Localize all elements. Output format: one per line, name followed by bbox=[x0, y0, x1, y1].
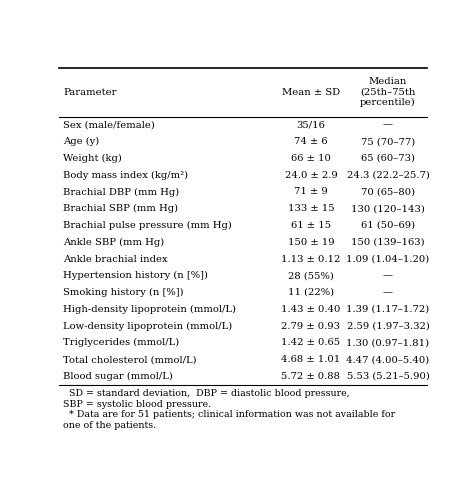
Text: 2.59 (1.97–3.32): 2.59 (1.97–3.32) bbox=[346, 321, 429, 331]
Text: Weight (kg): Weight (kg) bbox=[63, 154, 122, 163]
Text: 11 (22%): 11 (22%) bbox=[288, 288, 334, 297]
Text: Hypertension history (n [%]): Hypertension history (n [%]) bbox=[63, 271, 208, 281]
Text: Ankle SBP (mm Hg): Ankle SBP (mm Hg) bbox=[63, 238, 164, 247]
Text: 24.3 (22.2–25.7): 24.3 (22.2–25.7) bbox=[346, 171, 429, 180]
Text: SD = standard deviation,  DBP = diastolic blood pressure,: SD = standard deviation, DBP = diastolic… bbox=[63, 389, 350, 398]
Text: Blood sugar (mmol/L): Blood sugar (mmol/L) bbox=[63, 372, 173, 381]
Text: Triglycerides (mmol/L): Triglycerides (mmol/L) bbox=[63, 338, 179, 347]
Text: Brachial pulse pressure (mm Hg): Brachial pulse pressure (mm Hg) bbox=[63, 221, 232, 230]
Text: Age (y): Age (y) bbox=[63, 137, 99, 146]
Text: 75 (70–77): 75 (70–77) bbox=[361, 137, 415, 146]
Text: 65 (60–73): 65 (60–73) bbox=[361, 154, 415, 163]
Text: Ankle brachial index: Ankle brachial index bbox=[63, 255, 167, 263]
Text: Parameter: Parameter bbox=[63, 88, 117, 97]
Text: 150 (139–163): 150 (139–163) bbox=[351, 238, 425, 247]
Text: High-density lipoprotein (mmol/L): High-density lipoprotein (mmol/L) bbox=[63, 305, 236, 314]
Text: 1.13 ± 0.12: 1.13 ± 0.12 bbox=[281, 255, 341, 263]
Text: 1.43 ± 0.40: 1.43 ± 0.40 bbox=[281, 305, 341, 314]
Text: Mean ± SD: Mean ± SD bbox=[282, 88, 340, 97]
Text: SBP = systolic blood pressure.: SBP = systolic blood pressure. bbox=[63, 400, 211, 409]
Text: 1.09 (1.04–1.20): 1.09 (1.04–1.20) bbox=[346, 255, 429, 263]
Text: 66 ± 10: 66 ± 10 bbox=[291, 154, 331, 163]
Text: 2.79 ± 0.93: 2.79 ± 0.93 bbox=[282, 321, 340, 331]
Text: 130 (120–143): 130 (120–143) bbox=[351, 204, 425, 213]
Text: Low-density lipoprotein (mmol/L): Low-density lipoprotein (mmol/L) bbox=[63, 321, 232, 331]
Text: 28 (55%): 28 (55%) bbox=[288, 271, 334, 280]
Text: one of the patients.: one of the patients. bbox=[63, 421, 156, 430]
Text: 133 ± 15: 133 ± 15 bbox=[288, 204, 334, 213]
Text: 5.72 ± 0.88: 5.72 ± 0.88 bbox=[282, 372, 340, 381]
Text: Smoking history (n [%]): Smoking history (n [%]) bbox=[63, 288, 183, 297]
Text: —: — bbox=[383, 271, 393, 280]
Text: Brachial SBP (mm Hg): Brachial SBP (mm Hg) bbox=[63, 204, 178, 213]
Text: 71 ± 9: 71 ± 9 bbox=[294, 187, 328, 196]
Text: 1.42 ± 0.65: 1.42 ± 0.65 bbox=[282, 338, 340, 347]
Text: 5.53 (5.21–5.90): 5.53 (5.21–5.90) bbox=[346, 372, 429, 381]
Text: 70 (65–80): 70 (65–80) bbox=[361, 187, 415, 196]
Text: 35/16: 35/16 bbox=[296, 120, 325, 130]
Text: 61 (50–69): 61 (50–69) bbox=[361, 221, 415, 230]
Text: 150 ± 19: 150 ± 19 bbox=[288, 238, 334, 247]
Text: —: — bbox=[383, 288, 393, 297]
Text: Body mass index (kg/m²): Body mass index (kg/m²) bbox=[63, 170, 188, 180]
Text: 1.30 (0.97–1.81): 1.30 (0.97–1.81) bbox=[346, 338, 429, 347]
Text: * Data are for 51 patients; clinical information was not available for: * Data are for 51 patients; clinical inf… bbox=[63, 410, 395, 419]
Text: 4.68 ± 1.01: 4.68 ± 1.01 bbox=[281, 355, 340, 364]
Text: Median
(25th–75th
percentile): Median (25th–75th percentile) bbox=[360, 77, 416, 107]
Text: 61 ± 15: 61 ± 15 bbox=[291, 221, 331, 230]
Text: 4.47 (4.00–5.40): 4.47 (4.00–5.40) bbox=[346, 355, 429, 364]
Text: 1.39 (1.17–1.72): 1.39 (1.17–1.72) bbox=[346, 305, 429, 314]
Text: 74 ± 6: 74 ± 6 bbox=[294, 137, 328, 146]
Text: Brachial DBP (mm Hg): Brachial DBP (mm Hg) bbox=[63, 187, 179, 197]
Text: —: — bbox=[383, 120, 393, 130]
Text: Total cholesterol (mmol/L): Total cholesterol (mmol/L) bbox=[63, 355, 197, 364]
Text: Sex (male/female): Sex (male/female) bbox=[63, 120, 155, 130]
Text: 24.0 ± 2.9: 24.0 ± 2.9 bbox=[284, 171, 337, 180]
